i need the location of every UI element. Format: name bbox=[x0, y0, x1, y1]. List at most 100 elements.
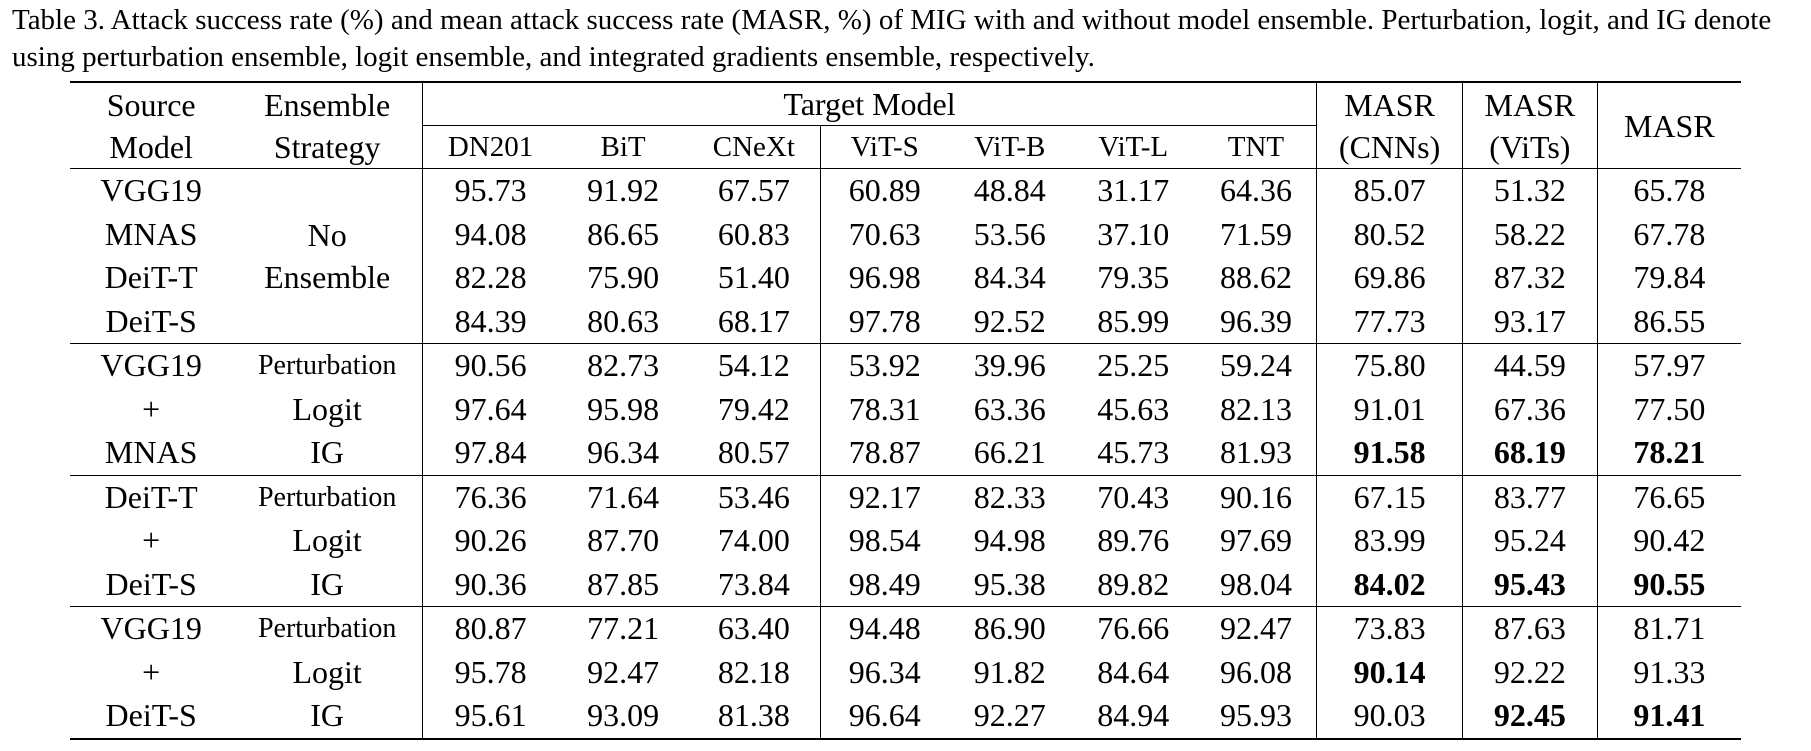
value-cell: 93.09 bbox=[558, 694, 688, 740]
value-cell: 51.32 bbox=[1462, 168, 1598, 213]
ensemble-strategy-cell: No Ensemble bbox=[232, 168, 423, 344]
table-row: + Logit 95.78 92.47 82.18 96.34 91.82 84.64 96.0… bbox=[70, 650, 1741, 694]
value-cell: 48.84 bbox=[948, 168, 1071, 213]
value-cell: 90.36 bbox=[421, 562, 559, 607]
value-cell: 95.78 bbox=[421, 650, 559, 694]
value-cell: 31.17 bbox=[1070, 168, 1196, 213]
value-cell: 91.41 bbox=[1596, 694, 1741, 740]
table-row: + Logit 97.64 95.98 79.42 78.31 63.36 45.63 82.1… bbox=[70, 387, 1741, 431]
value-cell: 87.32 bbox=[1462, 256, 1598, 300]
value-cell: 39.96 bbox=[948, 343, 1071, 388]
value-cell: 92.22 bbox=[1462, 650, 1598, 694]
value-cell: 37.10 bbox=[1097, 215, 1170, 252]
ensemble-strategy-cell: Perturbation bbox=[232, 606, 423, 651]
value-cell: 81.71 bbox=[1596, 606, 1741, 651]
ensemble-strategy-cell: IG bbox=[232, 694, 423, 740]
ensemble-strategy-cell: Logit bbox=[292, 390, 362, 427]
source-model-cell: + bbox=[142, 390, 161, 427]
value-cell: 79.42 bbox=[717, 390, 790, 427]
source-model-cell: DeiT-T bbox=[104, 259, 198, 295]
header-row-2: DN201 BiT CNeXt ViT-S ViT-B ViT-L TNT bbox=[70, 125, 1741, 169]
source-model-cell: + bbox=[142, 653, 161, 690]
table-row: DeiT-S IG 95.61 93.09 81.38 96.64 92.27 84.94 95… bbox=[70, 694, 1741, 740]
value-cell: 96.34 bbox=[587, 434, 660, 470]
source-model-cell: VGG19 bbox=[70, 343, 233, 388]
value-cell: 79.35 bbox=[1097, 259, 1170, 295]
value-cell: 82.73 bbox=[558, 343, 688, 388]
value-cell: 69.86 bbox=[1316, 256, 1463, 300]
value-cell: 83.77 bbox=[1462, 474, 1598, 519]
table-row: MNAS 94.08 86.65 60.83 70.63 53.56 37.10 71.59 8… bbox=[70, 212, 1741, 256]
table-row: DeiT-S IG 90.36 87.85 73.84 98.49 95.38 89.82 98… bbox=[70, 562, 1741, 607]
value-cell: 98.04 bbox=[1219, 565, 1292, 602]
value-cell: 94.48 bbox=[819, 606, 949, 651]
value-cell: 70.63 bbox=[819, 212, 949, 256]
value-cell: 87.70 bbox=[587, 522, 660, 558]
header-ensemble-strategy: Ensemble Strategy bbox=[232, 81, 423, 169]
value-cell: 92.47 bbox=[1195, 606, 1317, 651]
value-cell: 25.25 bbox=[1070, 343, 1196, 388]
value-cell: 97.78 bbox=[819, 299, 949, 344]
value-cell: 86.90 bbox=[948, 606, 1071, 651]
value-cell: 85.07 bbox=[1316, 168, 1463, 213]
table-row: VGG19 No Ensemble 95.73 91.92 67.57 60.89 48.84… bbox=[70, 168, 1741, 344]
value-cell: 86.65 bbox=[587, 215, 660, 252]
value-cell: 91.01 bbox=[1316, 387, 1463, 431]
value-cell: 76.65 bbox=[1596, 474, 1741, 519]
value-cell: 95.43 bbox=[1462, 562, 1598, 607]
value-cell: 82.18 bbox=[717, 653, 790, 690]
value-cell: 98.54 bbox=[819, 519, 949, 563]
value-cell: 71.64 bbox=[558, 474, 688, 519]
value-cell: 96.08 bbox=[1219, 653, 1292, 690]
header-row-1: Source Model Ensemble Strategy Target Mo… bbox=[70, 81, 1741, 169]
value-cell: 84.02 bbox=[1316, 562, 1463, 607]
value-cell: 77.50 bbox=[1596, 387, 1741, 431]
value-cell: 84.34 bbox=[973, 259, 1046, 295]
value-cell: 95.93 bbox=[1195, 694, 1317, 740]
value-cell: 67.57 bbox=[688, 168, 821, 213]
ensemble-strategy-cell: Perturbation bbox=[232, 343, 423, 388]
value-cell: 92.27 bbox=[948, 694, 1071, 740]
value-cell: 90.03 bbox=[1316, 694, 1463, 740]
value-cell: 90.56 bbox=[421, 343, 559, 388]
value-cell: 80.87 bbox=[421, 606, 559, 651]
value-cell: 53.56 bbox=[973, 215, 1046, 252]
value-cell: 80.63 bbox=[587, 302, 660, 339]
value-cell: 83.99 bbox=[1316, 519, 1463, 563]
value-cell: 63.36 bbox=[973, 390, 1046, 427]
value-cell: 96.64 bbox=[819, 694, 949, 740]
value-cell: 81.38 bbox=[688, 694, 821, 740]
value-cell: 68.19 bbox=[1462, 431, 1598, 475]
value-cell: 84.64 bbox=[1097, 653, 1170, 690]
value-cell: 64.36 bbox=[1195, 168, 1317, 213]
source-model-cell: VGG19 bbox=[70, 606, 233, 651]
value-cell: 93.17 bbox=[1462, 299, 1598, 344]
source-model-cell: MNAS bbox=[104, 434, 198, 470]
value-cell: 97.64 bbox=[421, 387, 559, 431]
source-model-cell: DeiT-S bbox=[105, 565, 197, 602]
value-cell: 75.80 bbox=[1316, 343, 1463, 388]
header-source-model: Source Model bbox=[70, 81, 233, 169]
ensemble-strategy-cell: Perturbation bbox=[232, 474, 423, 519]
value-cell: 54.12 bbox=[688, 343, 821, 388]
value-cell: 91.33 bbox=[1596, 650, 1741, 694]
table-row: VGG19 Perturbation 80.87 77.21 63.40 94.48 86.… bbox=[70, 606, 1741, 651]
value-cell: 91.82 bbox=[973, 653, 1046, 690]
value-cell: 73.83 bbox=[1316, 606, 1463, 651]
table-row: + Logit 90.26 87.70 74.00 98.54 94.98 89.76 97.6… bbox=[70, 519, 1741, 563]
value-cell: 95.73 bbox=[421, 168, 559, 213]
header-target-cnext: CNeXt bbox=[712, 131, 795, 163]
header-masr-vits: MASR (ViTs) bbox=[1462, 81, 1598, 169]
value-cell: 66.21 bbox=[973, 434, 1046, 470]
value-cell: 75.90 bbox=[587, 259, 660, 295]
value-cell: 68.17 bbox=[717, 302, 790, 339]
value-cell: 91.92 bbox=[558, 168, 688, 213]
header-masr: MASR bbox=[1596, 81, 1741, 169]
source-model-cell: DeiT-S bbox=[70, 694, 233, 740]
value-cell: 92.45 bbox=[1462, 694, 1598, 740]
value-cell: 76.66 bbox=[1070, 606, 1196, 651]
source-model-cell: DeiT-S bbox=[105, 302, 197, 339]
value-cell: 82.28 bbox=[421, 256, 559, 300]
value-cell: 96.34 bbox=[819, 650, 949, 694]
value-cell: 82.33 bbox=[948, 474, 1071, 519]
